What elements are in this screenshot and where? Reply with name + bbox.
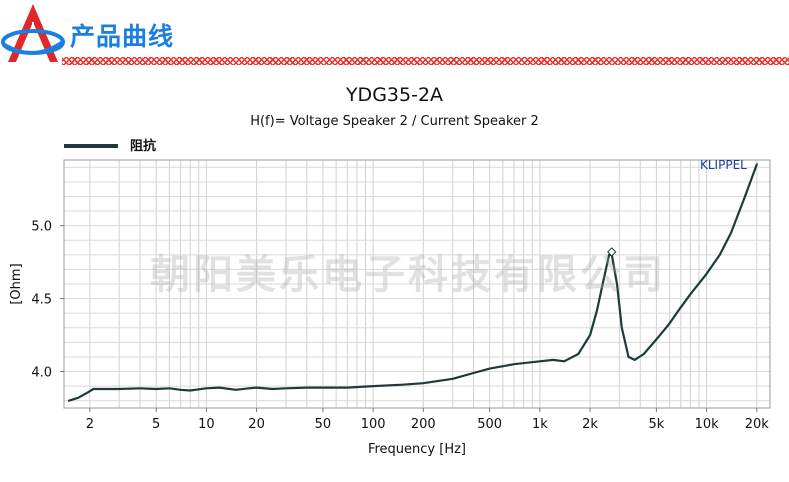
y-tick-label: 4.5 [31,293,52,308]
legend-label: 阻抗 [130,139,157,154]
brand-title: 产品曲线 [70,22,175,51]
x-tick-label: 200 [411,417,436,432]
klippel-mark: KLIPPEL [700,158,747,172]
x-tick-label: 5k [649,417,665,432]
series-layer [67,163,758,402]
x-tick-label: 10 [198,417,215,432]
y-tick-label: 5.0 [31,220,52,235]
page-header: 产品曲线 [0,0,789,70]
x-tick-label: 1k [532,417,548,432]
chart-title: YDG35-2A [345,84,444,106]
x-tick-label: 2 [86,417,94,432]
x-tick-label: 50 [315,417,332,432]
x-tick-label: 20k [745,417,770,432]
impedance-series-line [67,163,758,402]
x-tick-label: 100 [361,417,386,432]
x-axis-label: Frequency [Hz] [368,442,466,457]
header-divider [62,57,789,65]
chart-subtitle: H(f)= Voltage Speaker 2 / Current Speake… [250,114,539,129]
x-tick-label: 10k [695,417,720,432]
y-tick-label: 4.0 [31,366,52,381]
grid-layer [64,160,770,408]
x-tick-label: 500 [477,417,502,432]
x-tick-label: 5 [152,417,160,432]
watermark-text: 朝阳美乐电子科技有限公司 [150,252,666,298]
y-axis-label: [Ohm] [9,263,24,304]
x-tick-label: 20 [248,417,265,432]
triangle-logo-icon [1,4,65,62]
peak-marker [607,247,617,257]
tick-layer: 2 5 10 20 50 100 200 500 1k 2k 5k 10k 20k 4.0 4.5 5.0 [31,220,769,432]
plot-frame [63,159,771,409]
legend-swatch [64,144,118,148]
x-tick-label: 2k [582,417,598,432]
